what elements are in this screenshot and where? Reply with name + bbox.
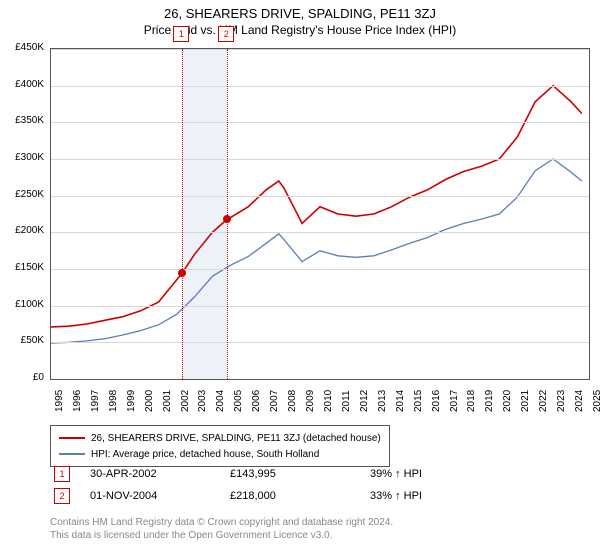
chart-titles: 26, SHEARERS DRIVE, SPALDING, PE11 3ZJ P… xyxy=(0,0,600,37)
title-secondary: Price paid vs. HM Land Registry's House … xyxy=(0,23,600,37)
table-row: 130-APR-2002£143,99539% ↑ HPI xyxy=(50,463,490,485)
legend-item: 26, SHEARERS DRIVE, SPALDING, PE11 3ZJ (… xyxy=(59,430,381,446)
marker-1-label[interactable]: 1 xyxy=(173,26,189,42)
legend: 26, SHEARERS DRIVE, SPALDING, PE11 3ZJ (… xyxy=(50,425,390,467)
table-row: 201-NOV-2004£218,00033% ↑ HPI xyxy=(50,485,490,507)
legend-item: HPI: Average price, detached house, Sout… xyxy=(59,446,381,462)
footer-line1: Contains HM Land Registry data © Crown c… xyxy=(50,516,393,529)
marker-2-point xyxy=(223,215,231,223)
marker-2-label[interactable]: 2 xyxy=(218,26,234,42)
footer-line2: This data is licensed under the Open Gov… xyxy=(50,529,393,542)
attribution-footer: Contains HM Land Registry data © Crown c… xyxy=(50,516,393,542)
chart-plot-area xyxy=(50,48,590,380)
marker-data-table: 130-APR-2002£143,99539% ↑ HPI201-NOV-200… xyxy=(50,463,490,507)
title-primary: 26, SHEARERS DRIVE, SPALDING, PE11 3ZJ xyxy=(0,6,600,21)
marker-1-point xyxy=(178,269,186,277)
